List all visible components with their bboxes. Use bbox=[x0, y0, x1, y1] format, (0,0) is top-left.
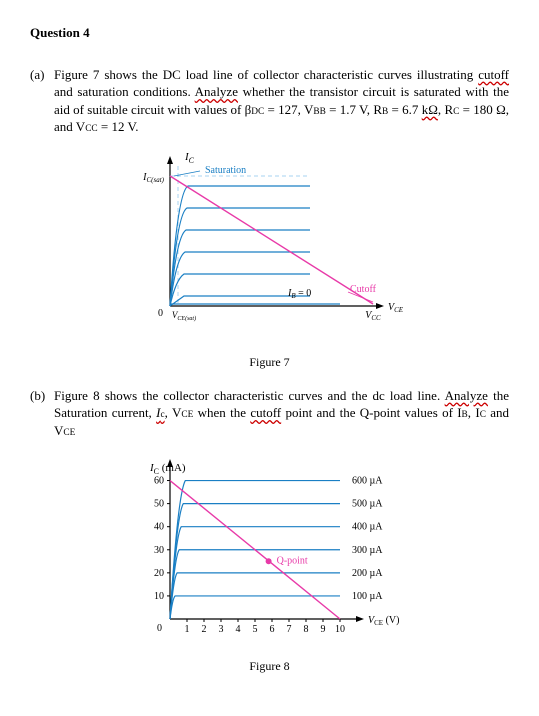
svg-text:100 µA: 100 µA bbox=[352, 591, 383, 602]
svg-text:0: 0 bbox=[158, 308, 163, 319]
svg-text:Q-point: Q-point bbox=[276, 556, 307, 567]
svg-text:1: 1 bbox=[184, 624, 189, 635]
svg-text:9: 9 bbox=[320, 624, 325, 635]
svg-text:0: 0 bbox=[157, 623, 162, 634]
part-b: (b) Figure 8 shows the collector charact… bbox=[30, 387, 509, 440]
figure-7-chart: IC 0 IC(sat) Saturation IB = 0 Cutoff VCC VCE VC… bbox=[120, 146, 420, 346]
svg-text:20: 20 bbox=[154, 568, 164, 579]
svg-text:Cutoff: Cutoff bbox=[350, 284, 377, 295]
svg-text:2: 2 bbox=[201, 624, 206, 635]
svg-text:VCC: VCC bbox=[365, 310, 381, 322]
part-b-text: Figure 8 shows the collector characteris… bbox=[54, 387, 509, 440]
svg-text:500 µA: 500 µA bbox=[352, 499, 383, 510]
figure-8-caption: Figure 8 bbox=[30, 658, 509, 674]
svg-text:10: 10 bbox=[154, 591, 164, 602]
svg-text:400 µA: 400 µA bbox=[352, 522, 383, 533]
svg-text:4: 4 bbox=[235, 624, 240, 635]
svg-text:5: 5 bbox=[252, 624, 257, 635]
svg-text:IB = 0: IB = 0 bbox=[287, 288, 311, 300]
svg-text:30: 30 bbox=[154, 545, 164, 556]
svg-text:IC(sat): IC(sat) bbox=[142, 172, 165, 184]
svg-text:8: 8 bbox=[303, 624, 308, 635]
part-a-text: Figure 7 shows the DC load line of colle… bbox=[54, 66, 509, 136]
figure-8: IC (mA) 0 10 20 30 40 50 60 1 2 3 4 5 6 7 8 9 10 100 µA 200… bbox=[30, 449, 509, 674]
svg-text:VCE(sat): VCE(sat) bbox=[171, 310, 195, 322]
svg-text:200 µA: 200 µA bbox=[352, 568, 383, 579]
svg-text:600 µA: 600 µA bbox=[352, 476, 383, 487]
svg-text:50: 50 bbox=[154, 499, 164, 510]
svg-text:Saturation: Saturation bbox=[205, 165, 246, 176]
svg-text:10: 10 bbox=[335, 624, 345, 635]
svg-text:3: 3 bbox=[218, 624, 223, 635]
figure-7: IC 0 IC(sat) Saturation IB = 0 Cutoff VCC VCE VC… bbox=[30, 146, 509, 371]
figure-7-caption: Figure 7 bbox=[30, 354, 509, 370]
question-title: Question 4 bbox=[30, 24, 509, 42]
part-a-label: (a) bbox=[30, 66, 54, 136]
svg-text:IC (mA): IC (mA) bbox=[149, 462, 186, 476]
part-a: (a) Figure 7 shows the DC load line of c… bbox=[30, 66, 509, 136]
svg-text:IC: IC bbox=[184, 151, 195, 165]
svg-text:6: 6 bbox=[269, 624, 274, 635]
figure-8-chart: IC (mA) 0 10 20 30 40 50 60 1 2 3 4 5 6 7 8 9 10 100 µA 200… bbox=[120, 449, 420, 649]
svg-text:300 µA: 300 µA bbox=[352, 545, 383, 556]
svg-text:VCE: VCE bbox=[388, 302, 404, 314]
svg-text:VCE (V): VCE (V) bbox=[368, 615, 399, 627]
svg-text:7: 7 bbox=[286, 624, 291, 635]
svg-text:60: 60 bbox=[154, 476, 164, 487]
part-b-label: (b) bbox=[30, 387, 54, 440]
svg-text:40: 40 bbox=[154, 522, 164, 533]
